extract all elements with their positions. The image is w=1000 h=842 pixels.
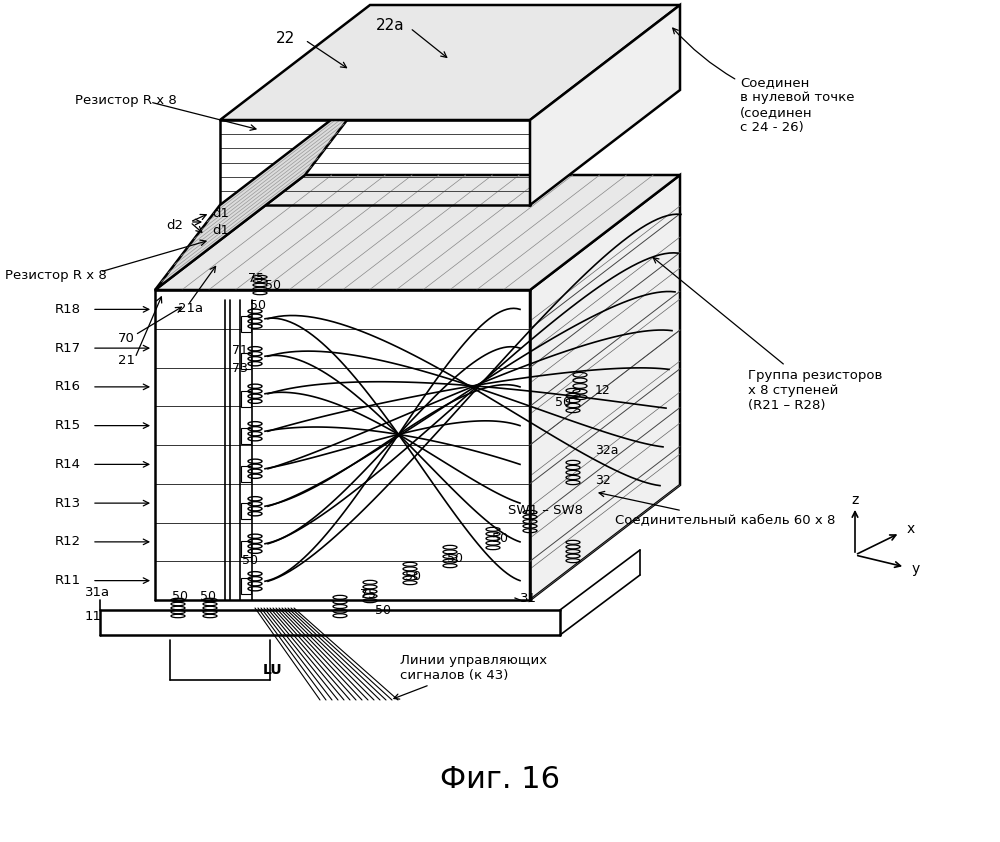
Text: Резистор R x 8: Резистор R x 8: [5, 269, 107, 281]
Text: R17: R17: [55, 342, 81, 354]
Text: 22: 22: [275, 30, 295, 45]
Bar: [241, 354, 251, 370]
Polygon shape: [220, 5, 680, 120]
Text: 70: 70: [118, 332, 135, 344]
Text: 22a: 22a: [376, 18, 404, 33]
Text: 50: 50: [447, 552, 463, 564]
Text: R14: R14: [55, 458, 81, 471]
Text: Соединительный кабель 60 x 8: Соединительный кабель 60 x 8: [599, 492, 835, 526]
Text: x: x: [907, 522, 915, 536]
Bar: [241, 316, 251, 332]
Text: 75: 75: [248, 271, 264, 285]
Bar: [241, 578, 251, 594]
Bar: [241, 391, 251, 407]
Text: 50: 50: [555, 396, 571, 408]
Text: d1: d1: [212, 223, 229, 237]
Text: 32: 32: [595, 473, 611, 487]
Text: 50: 50: [375, 604, 391, 616]
Text: R18: R18: [55, 303, 81, 316]
Polygon shape: [155, 90, 370, 290]
Text: 21a: 21a: [178, 301, 203, 315]
Text: R15: R15: [55, 419, 81, 432]
Text: z: z: [851, 493, 859, 507]
Text: R13: R13: [55, 497, 81, 509]
Text: 75: 75: [360, 589, 376, 601]
Text: R11: R11: [55, 574, 81, 587]
Text: 50: 50: [492, 531, 508, 545]
Text: R12: R12: [55, 536, 81, 548]
Text: 32a: 32a: [595, 444, 618, 456]
Text: R16: R16: [55, 381, 81, 393]
Text: Фиг. 16: Фиг. 16: [440, 765, 560, 795]
Text: d2: d2: [166, 219, 183, 232]
Text: Линии управляющих
сигналов (к 43): Линии управляющих сигналов (к 43): [394, 654, 547, 699]
Text: 50: 50: [250, 299, 266, 312]
Text: SW1 – SW8: SW1 – SW8: [508, 504, 583, 516]
Text: 11: 11: [85, 610, 102, 623]
Text: 50: 50: [242, 553, 258, 567]
Text: 12: 12: [595, 383, 611, 397]
Text: 50: 50: [172, 590, 188, 604]
Text: 73: 73: [232, 361, 248, 375]
Text: 50: 50: [200, 590, 216, 604]
Text: Соединен
в нулевой точке
(соединен
с 24 - 26): Соединен в нулевой точке (соединен с 24 …: [673, 28, 854, 134]
Text: d1: d1: [212, 206, 229, 220]
Bar: [241, 466, 251, 482]
Polygon shape: [530, 175, 680, 600]
Polygon shape: [155, 175, 680, 290]
Text: 21: 21: [118, 354, 135, 366]
Text: 31: 31: [520, 591, 537, 605]
Bar: [241, 429, 251, 445]
Bar: [241, 504, 251, 520]
Text: 71: 71: [232, 344, 248, 356]
Text: Группа резисторов
x 8 ступеней
(R21 – R28): Группа резисторов x 8 ступеней (R21 – R2…: [653, 258, 882, 412]
Text: LU: LU: [263, 663, 283, 677]
Bar: [241, 541, 251, 557]
Text: 31a: 31a: [85, 585, 110, 599]
Text: 50: 50: [405, 571, 421, 584]
Text: y: y: [912, 562, 920, 576]
Polygon shape: [530, 5, 680, 205]
Text: 50: 50: [265, 279, 281, 291]
Text: Резистор R x 8: Резистор R x 8: [75, 93, 177, 106]
